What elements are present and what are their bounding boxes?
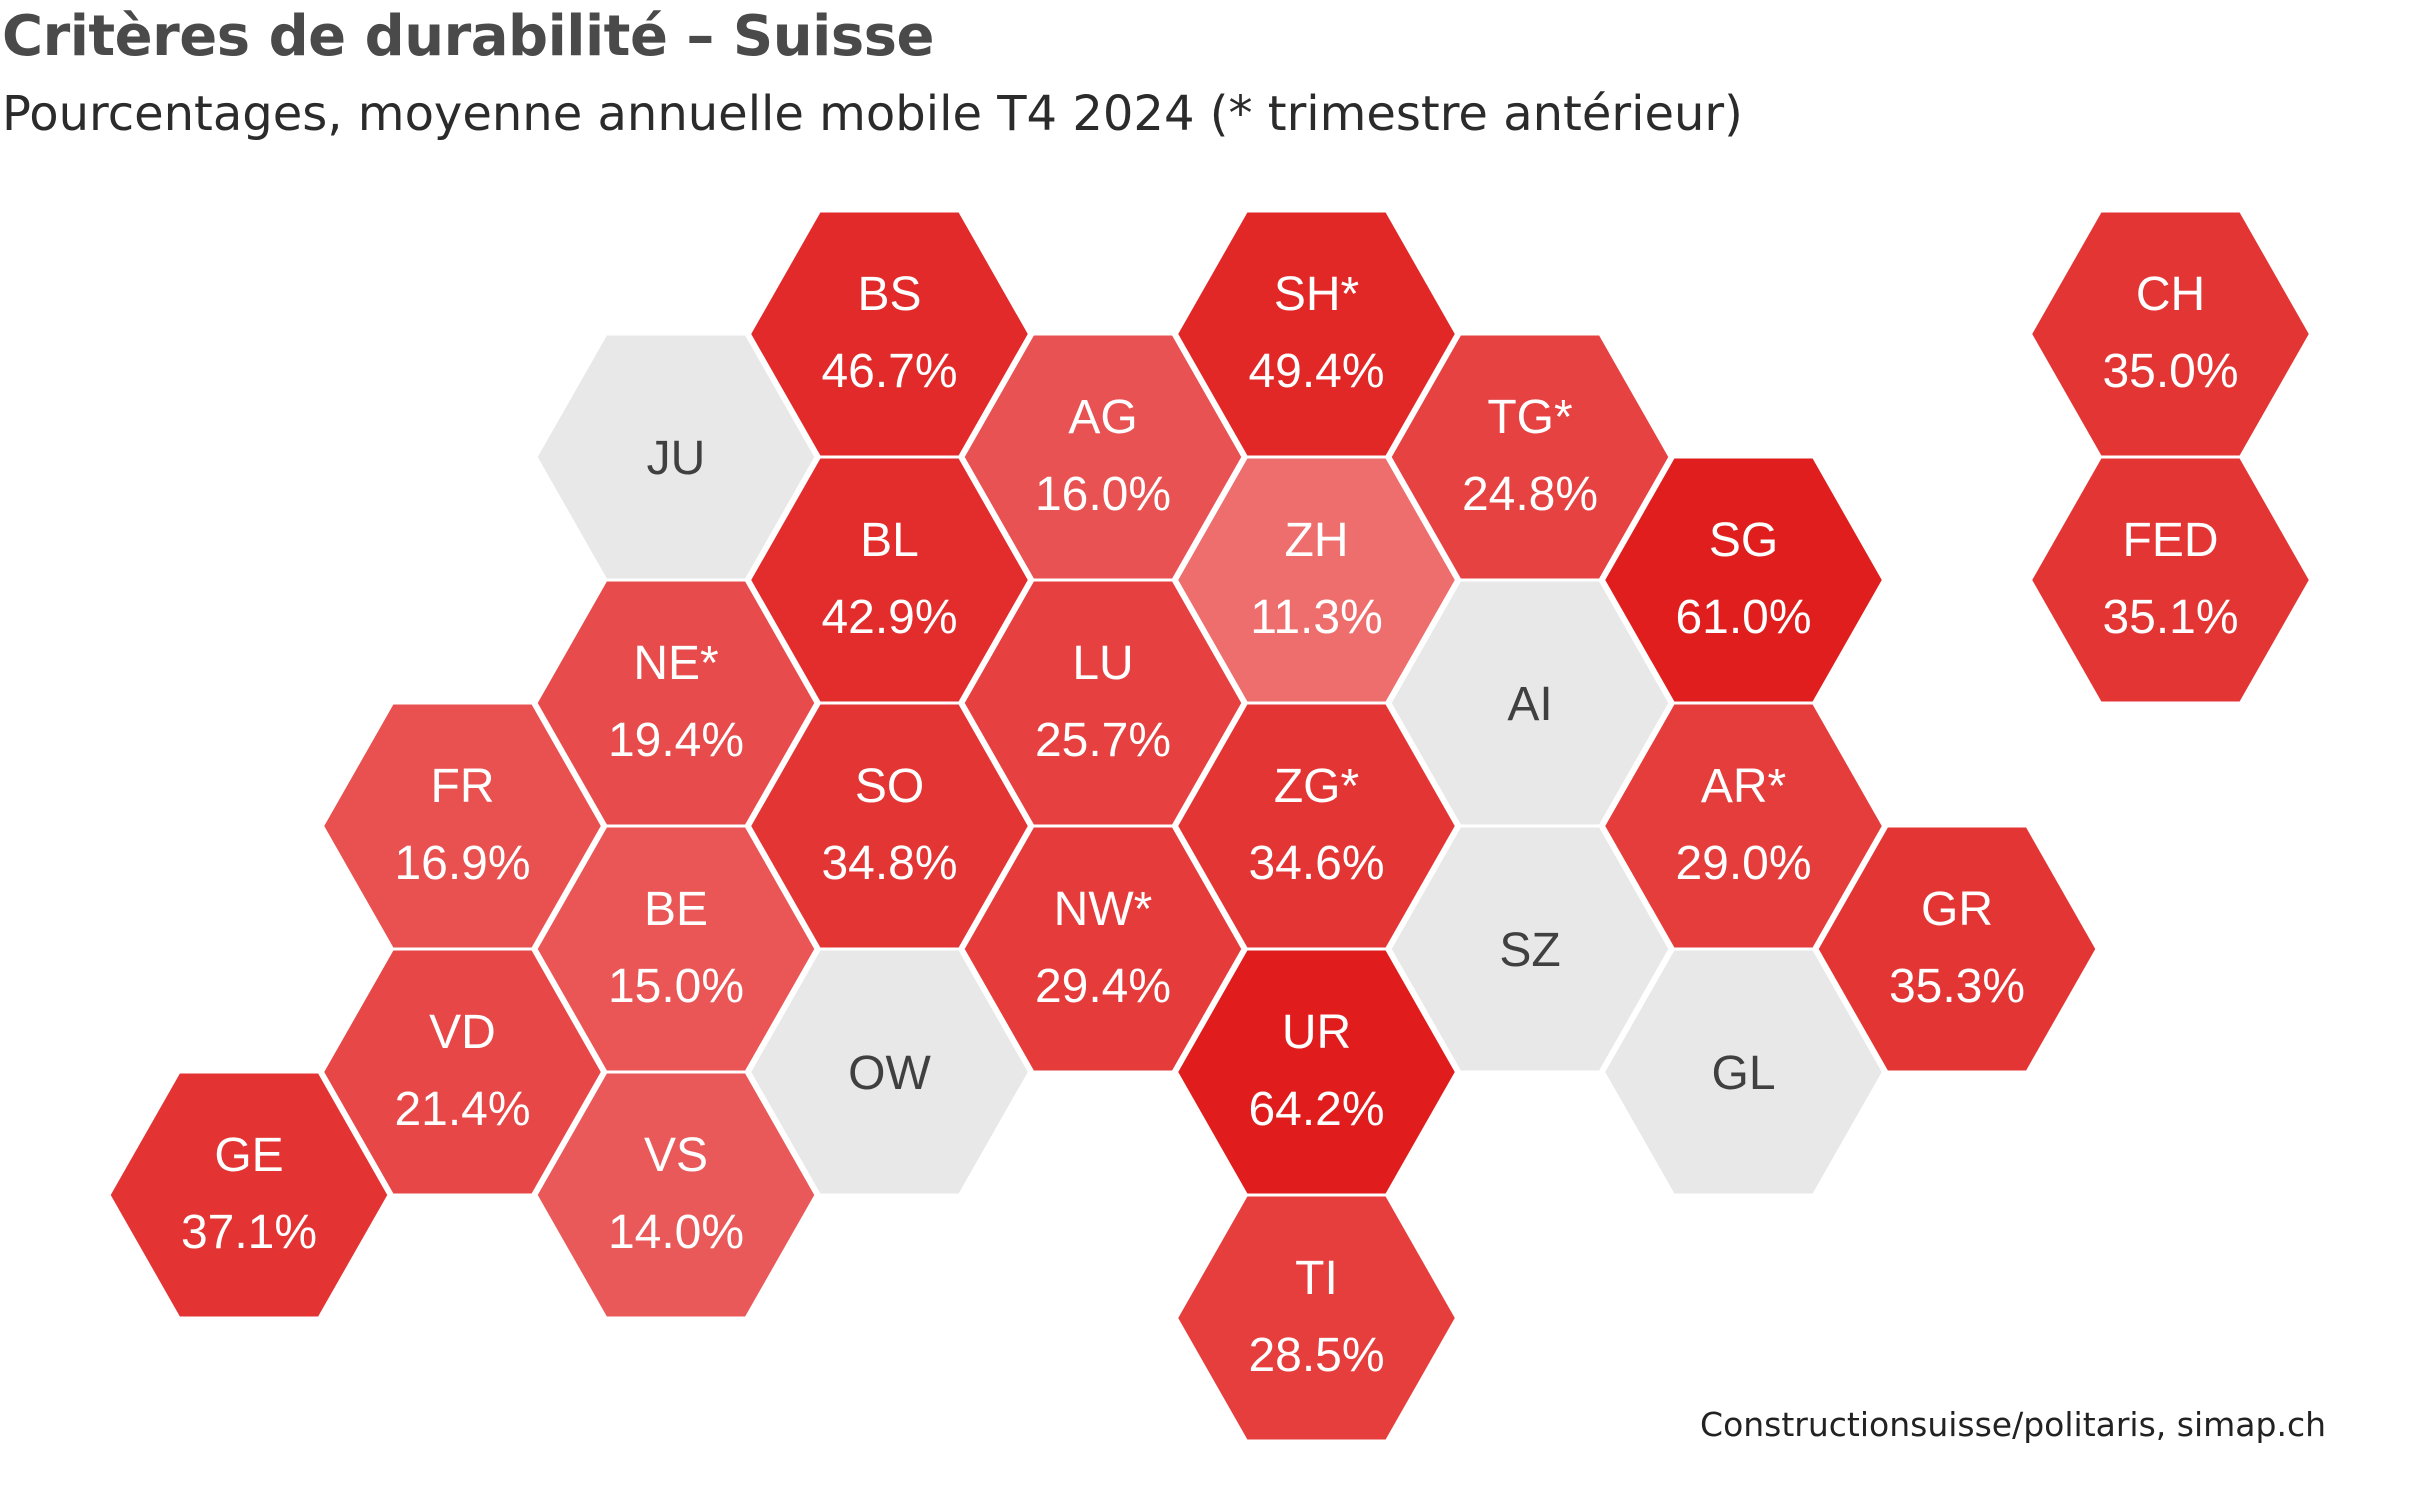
hex-label: ZH xyxy=(1285,514,1349,567)
hex-sz: SZ xyxy=(1388,824,1672,1074)
hex-label: AI xyxy=(1507,678,1552,731)
hex-value: 61.0% xyxy=(1675,591,1811,644)
hex-ow: OW xyxy=(747,947,1032,1197)
hex-label: JU xyxy=(647,432,706,485)
hex-value: 11.3% xyxy=(1250,591,1383,644)
hex-shape-sz xyxy=(1388,824,1672,1074)
hex-ch: CH 35.0% xyxy=(2028,209,2313,459)
hex-so: SO 34.8% xyxy=(747,701,1032,951)
hex-value: 28.5% xyxy=(1248,1329,1384,1382)
hex-label: VD xyxy=(429,1006,496,1059)
hex-ge: GE 37.1% xyxy=(107,1070,391,1320)
hex-value: 42.9% xyxy=(821,591,957,644)
hex-value: 46.7% xyxy=(821,345,957,398)
hex-value: 24.8% xyxy=(1462,468,1598,521)
hex-sg: SG 61.0% xyxy=(1601,455,1886,705)
hex-shape-gl xyxy=(1601,947,1886,1197)
hex-value: 34.8% xyxy=(821,837,957,890)
hex-label: ZG* xyxy=(1274,760,1359,813)
hex-shape-ti xyxy=(1174,1193,1459,1443)
hex-lu: LU 25.7% xyxy=(961,578,1245,828)
hex-bs: BS 46.7% xyxy=(747,209,1032,459)
hex-label: FR xyxy=(431,760,495,813)
hex-value: 16.9% xyxy=(394,837,530,890)
hex-vs: VS 14.0% xyxy=(534,1070,818,1320)
hex-sh: SH* 49.4% xyxy=(1174,209,1459,459)
hex-gl: GL xyxy=(1601,947,1886,1197)
hex-label: GR xyxy=(1921,883,1993,936)
hex-label: AR* xyxy=(1701,760,1786,813)
hex-label: SH* xyxy=(1274,268,1359,321)
hex-be: BE 15.0% xyxy=(534,824,818,1074)
hex-value: 25.7% xyxy=(1035,714,1171,767)
hex-tg: TG* 24.8% xyxy=(1388,332,1672,582)
hex-ur: UR 64.2% xyxy=(1174,947,1459,1197)
hex-value: 35.3% xyxy=(1889,960,2025,1013)
hex-label: LU xyxy=(1072,637,1133,690)
hex-shape-vs xyxy=(534,1070,818,1320)
hex-value: 34.6% xyxy=(1248,837,1384,890)
hex-label: SG xyxy=(1709,514,1778,567)
hex-label: SO xyxy=(855,760,924,813)
hex-value: 64.2% xyxy=(1248,1083,1384,1136)
hex-shape-nw xyxy=(961,824,1245,1074)
hex-fed: FED 35.1% xyxy=(2028,455,2313,705)
hex-shape-ow xyxy=(747,947,1032,1197)
hex-label: CH xyxy=(2136,268,2205,321)
hex-label: VS xyxy=(644,1129,708,1182)
hex-shape-vd xyxy=(320,947,605,1197)
hex-label: TG* xyxy=(1487,391,1572,444)
hex-label: GL xyxy=(1711,1047,1775,1100)
hex-label: BS xyxy=(857,268,921,321)
hex-shape-gr xyxy=(1815,824,2099,1074)
hex-label: NE* xyxy=(633,637,718,690)
hex-label: BL xyxy=(860,514,919,567)
hex-label: AG xyxy=(1068,391,1137,444)
hex-value: 16.0% xyxy=(1035,468,1171,521)
hex-label: GE xyxy=(214,1129,283,1182)
chart-title: Critères de durabilité – Suisse xyxy=(2,4,934,69)
hex-shape-fed xyxy=(2028,455,2313,705)
hex-ag: AG 16.0% xyxy=(961,332,1245,582)
hex-label: SZ xyxy=(1499,924,1560,977)
hex-value: 21.4% xyxy=(394,1083,530,1136)
hex-value: 15.0% xyxy=(608,960,744,1013)
hex-value: 14.0% xyxy=(608,1206,744,1259)
hex-value: 49.4% xyxy=(1248,345,1384,398)
hex-label: UR xyxy=(1282,1006,1351,1059)
hex-label: FED xyxy=(2123,514,2219,567)
hex-shape-ch xyxy=(2028,209,2313,459)
source-note: Constructionsuisse/politaris, simap.ch xyxy=(1700,1405,2326,1444)
hex-value: 29.0% xyxy=(1675,837,1811,890)
hex-ju: JU xyxy=(534,332,818,582)
hex-value: 29.4% xyxy=(1035,960,1171,1013)
hex-zh: ZH 11.3% xyxy=(1174,455,1459,705)
hex-label: TI xyxy=(1295,1252,1338,1305)
chart-subtitle: Pourcentages, moyenne annuelle mobile T4… xyxy=(2,86,1743,142)
hex-value: 37.1% xyxy=(181,1206,317,1259)
hex-ti: TI 28.5% xyxy=(1174,1193,1459,1443)
hex-vd: VD 21.4% xyxy=(320,947,605,1197)
hex-gr: GR 35.3% xyxy=(1815,824,2099,1074)
hex-bl: BL 42.9% xyxy=(747,455,1032,705)
hex-shape-ge xyxy=(107,1070,391,1320)
hex-value: 35.1% xyxy=(2102,591,2238,644)
hex-fr: FR 16.9% xyxy=(320,701,605,951)
hex-value: 35.0% xyxy=(2102,345,2238,398)
hex-label: BE xyxy=(644,883,708,936)
hex-zg: ZG* 34.6% xyxy=(1174,701,1459,951)
hex-label: NW* xyxy=(1054,883,1153,936)
hex-label: OW xyxy=(848,1047,931,1100)
hex-nw: NW* 29.4% xyxy=(961,824,1245,1074)
hex-value: 19.4% xyxy=(608,714,744,767)
